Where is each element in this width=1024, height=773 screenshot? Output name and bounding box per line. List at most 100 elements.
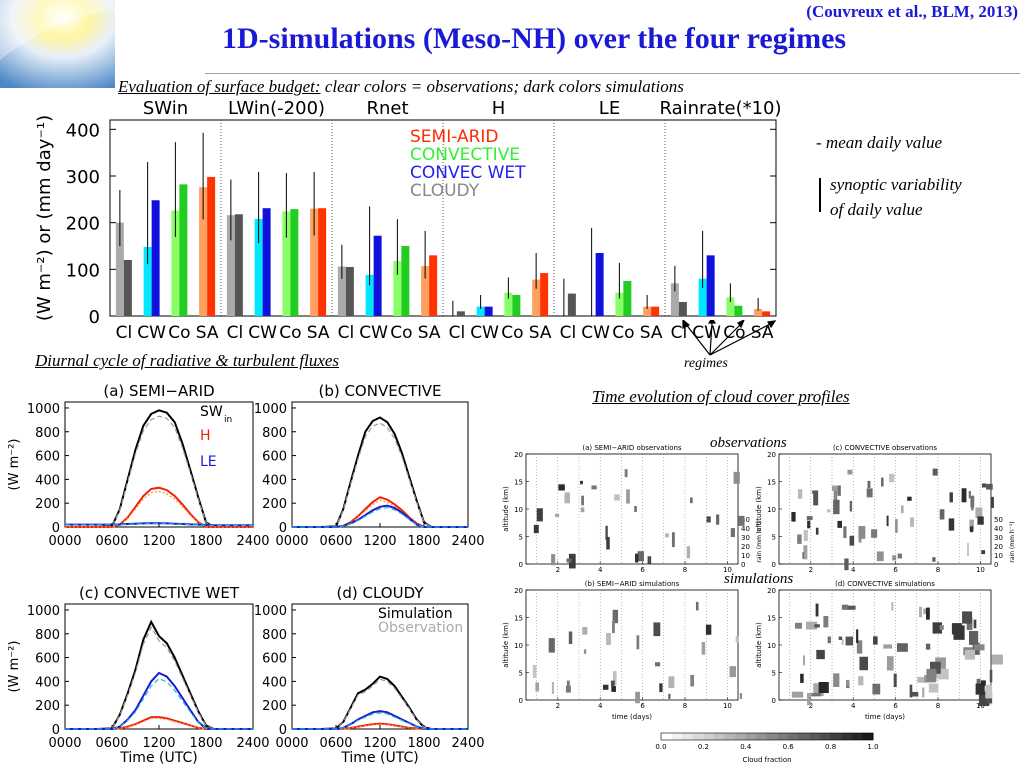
y-tick-label: 0 <box>772 561 776 569</box>
rain-axis-label: rain (mm h⁻¹) <box>756 521 763 562</box>
cloud-patch <box>981 550 986 555</box>
cloud-patch <box>886 656 894 671</box>
cloud-patch <box>970 495 975 508</box>
y-tick-label: 5 <box>519 534 523 542</box>
simulations-label: simulations <box>724 571 794 587</box>
cloud-patch <box>893 673 897 688</box>
y-tick-label: 400 <box>35 473 60 488</box>
bar-observation <box>365 274 374 316</box>
x-tick-label: 8 <box>683 566 687 574</box>
panel-title: (b) CONVECTIVE <box>318 382 441 400</box>
cloud-patch <box>733 471 740 484</box>
x-tick-label: 2400 <box>236 736 269 751</box>
colorbar-cell <box>735 733 747 740</box>
line-le-observation <box>65 523 253 526</box>
bar-simulation <box>623 281 632 316</box>
page-title: 1D-simulations (Meso-NH) over the four r… <box>222 22 847 55</box>
cloud-patch <box>929 661 941 674</box>
y-tick-label: 0 <box>279 723 287 738</box>
y-tick-label: 0 <box>52 723 60 738</box>
rain-tick-label: 40 <box>994 525 1003 533</box>
regimes-arrows <box>682 320 777 356</box>
bar-simulation <box>484 306 493 316</box>
rain-tick-label: 30 <box>994 534 1003 542</box>
cloud-patch <box>858 676 864 686</box>
cloud-patch <box>922 687 925 698</box>
variability-bar <box>819 178 821 212</box>
bar-chart-svg: 0 100 200 300 400 (W m⁻²) or (mm day⁻¹) SWin Cl… <box>34 98 782 343</box>
y-tick-label: 400 <box>35 675 60 690</box>
cloud-patch <box>833 499 840 515</box>
colorbar-cell <box>788 733 800 740</box>
x-tick-label: 1200 <box>363 534 396 549</box>
cloud-patch <box>580 480 583 485</box>
bar-simulation <box>318 208 327 316</box>
category-label: Co <box>168 323 190 343</box>
category-label: SA <box>751 323 774 343</box>
cloud-patch <box>910 691 919 697</box>
cloud-patch <box>803 545 808 560</box>
cloud-patch <box>668 693 671 699</box>
bar-observation <box>143 246 152 316</box>
cloud-patch <box>602 684 609 690</box>
colorbar-tick-label: 0.8 <box>825 743 836 751</box>
cloud-patch <box>791 512 796 522</box>
colorbar-cell <box>756 733 768 740</box>
cloud-patch <box>849 500 853 512</box>
rain-tick-label: 30 <box>741 534 750 542</box>
bar-simulation <box>123 260 132 316</box>
cloud-patch <box>815 527 819 535</box>
legend-le: LE <box>200 454 217 470</box>
bar-simulation <box>429 255 438 316</box>
cloud-patch <box>568 631 573 645</box>
x-tick-label: 0000 <box>275 534 308 549</box>
bar-simulation <box>456 311 465 316</box>
x-tick-label: 10 <box>976 566 985 574</box>
x-tick-label: 8 <box>936 566 940 574</box>
cloud-patch <box>826 509 831 513</box>
cloud-patch <box>701 642 706 655</box>
y-tick-label: 5 <box>772 670 776 678</box>
line-swin-observation <box>292 422 468 528</box>
cloud-patch <box>536 508 543 522</box>
x-tick-label: 0600 <box>319 534 352 549</box>
legend-swin: SW <box>200 404 223 420</box>
cloud-patch <box>705 624 712 635</box>
cloud-patch <box>895 519 898 533</box>
citation: (Couvreux et al., BLM, 2013) <box>806 2 1018 21</box>
category-label: Co <box>723 323 745 343</box>
rain-tick-label: 20 <box>741 543 750 551</box>
heatmap-title: (a) SEMI−ARID observations <box>582 444 682 452</box>
y-axis-label: altitude (km) <box>755 622 763 668</box>
bar-simulation <box>706 255 715 316</box>
mean-note: - mean daily value <box>816 133 943 152</box>
line-le-observation <box>65 677 253 730</box>
y-tick-label: 0 <box>772 697 776 705</box>
surface-budget-chart: 0 100 200 300 400 (W m⁻²) or (mm day⁻¹) SWin Cl… <box>0 90 790 350</box>
cloud-patch <box>991 496 994 509</box>
cloud-patch <box>928 683 939 693</box>
heatmap-title: (c) CONVECTIVE observations <box>833 444 937 452</box>
heatmap-title: (d) CONVECTIVE simulations <box>835 580 935 588</box>
line-swin-simulation <box>65 619 253 730</box>
line-swin-observation <box>292 678 468 730</box>
category-label: Cl <box>338 323 355 343</box>
cloud-patch <box>837 520 842 528</box>
category-label: SA <box>196 323 219 343</box>
cloud-patch <box>936 668 948 678</box>
cloud-patch <box>975 507 983 519</box>
cloud-patch <box>888 473 895 483</box>
group-label: LE <box>599 98 620 119</box>
cloud-patch <box>582 626 588 635</box>
group-label: H <box>492 98 506 119</box>
bar-observation <box>615 292 624 316</box>
group-label: Rnet <box>366 98 408 119</box>
cloud-patch <box>896 643 908 652</box>
cloud-patch <box>923 608 927 615</box>
line-h-observation <box>65 490 253 528</box>
cloud-patch <box>846 605 856 610</box>
group-label: LWin(-200) <box>228 98 325 119</box>
line-le-observation <box>292 507 468 528</box>
y-tick-label: 15 <box>514 479 523 487</box>
cloud-patch <box>961 488 967 503</box>
